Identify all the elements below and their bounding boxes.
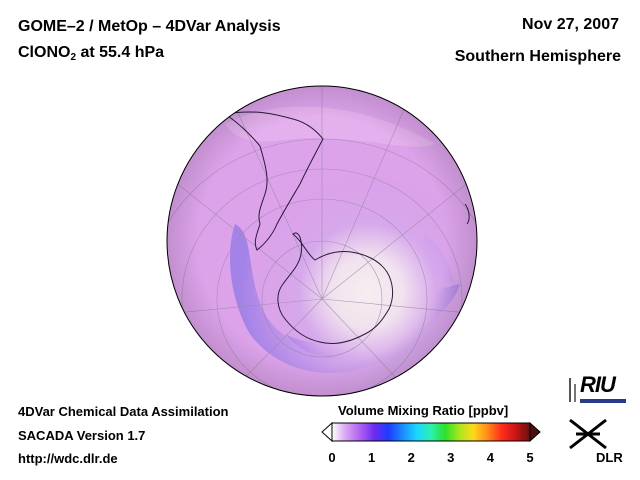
species-subscript: 2 xyxy=(70,52,77,63)
title-line: GOME–2 / MetOp – 4DVar Analysis xyxy=(18,18,281,35)
colorbar-tick-2: 2 xyxy=(407,450,415,465)
species-main: ClONO xyxy=(18,44,71,61)
footer-line-2: SACADA Version 1.7 xyxy=(18,428,146,443)
species-level: at 55.4 hPa xyxy=(76,44,165,61)
colorbar-tick-0: 0 xyxy=(328,450,336,465)
footer-url[interactable]: http://wdc.dlr.de xyxy=(18,451,118,466)
southern-hemisphere-globe xyxy=(166,85,478,397)
species-label: ClONO2 at 55.4 hPa xyxy=(18,44,164,63)
colorbar-max-arrow xyxy=(529,421,541,443)
colorbar-tick-1: 1 xyxy=(367,450,376,465)
colorbar-label: Volume Mixing Ratio [ppbv] xyxy=(338,403,509,418)
riu-logo: RIU xyxy=(566,372,626,406)
colorbar-min-arrow xyxy=(321,421,333,443)
riu-wordmark: RIU xyxy=(580,372,616,397)
globe-outline xyxy=(166,85,478,397)
colorbar-tick-5: 5 xyxy=(526,450,534,465)
riu-mark-icon xyxy=(569,378,576,402)
colorbar xyxy=(321,421,541,443)
footer-line-1: 4DVar Chemical Data Assimilation xyxy=(18,404,229,419)
region-label: Southern Hemisphere xyxy=(454,48,621,65)
date-label: Nov 27, 2007 xyxy=(522,16,619,33)
colorbar-tick-4: 4 xyxy=(486,450,494,465)
colorbar-tick-3: 3 xyxy=(447,450,455,465)
dlr-wordmark: DLR xyxy=(596,450,623,465)
dlr-logo-icon xyxy=(569,418,607,450)
colorbar-gradient xyxy=(331,422,531,442)
